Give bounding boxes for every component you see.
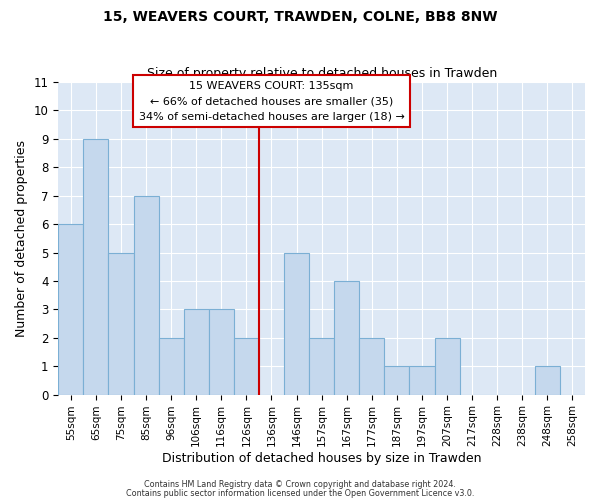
Text: Contains public sector information licensed under the Open Government Licence v3: Contains public sector information licen… xyxy=(126,488,474,498)
Bar xyxy=(158,338,184,394)
Bar xyxy=(434,338,460,394)
Bar xyxy=(184,310,209,394)
Bar xyxy=(359,338,385,394)
X-axis label: Distribution of detached houses by size in Trawden: Distribution of detached houses by size … xyxy=(162,452,481,465)
Text: Contains HM Land Registry data © Crown copyright and database right 2024.: Contains HM Land Registry data © Crown c… xyxy=(144,480,456,489)
Bar xyxy=(134,196,158,394)
Title: Size of property relative to detached houses in Trawden: Size of property relative to detached ho… xyxy=(146,66,497,80)
Text: 15, WEAVERS COURT, TRAWDEN, COLNE, BB8 8NW: 15, WEAVERS COURT, TRAWDEN, COLNE, BB8 8… xyxy=(103,10,497,24)
Bar xyxy=(284,252,309,394)
Bar xyxy=(309,338,334,394)
Bar xyxy=(58,224,83,394)
Bar xyxy=(409,366,434,394)
Bar xyxy=(109,252,134,394)
Bar xyxy=(535,366,560,394)
Bar xyxy=(83,139,109,394)
Bar xyxy=(234,338,259,394)
Bar xyxy=(385,366,409,394)
Bar xyxy=(334,281,359,394)
Y-axis label: Number of detached properties: Number of detached properties xyxy=(15,140,28,337)
Text: 15 WEAVERS COURT: 135sqm
← 66% of detached houses are smaller (35)
34% of semi-d: 15 WEAVERS COURT: 135sqm ← 66% of detach… xyxy=(139,80,404,122)
Bar xyxy=(209,310,234,394)
